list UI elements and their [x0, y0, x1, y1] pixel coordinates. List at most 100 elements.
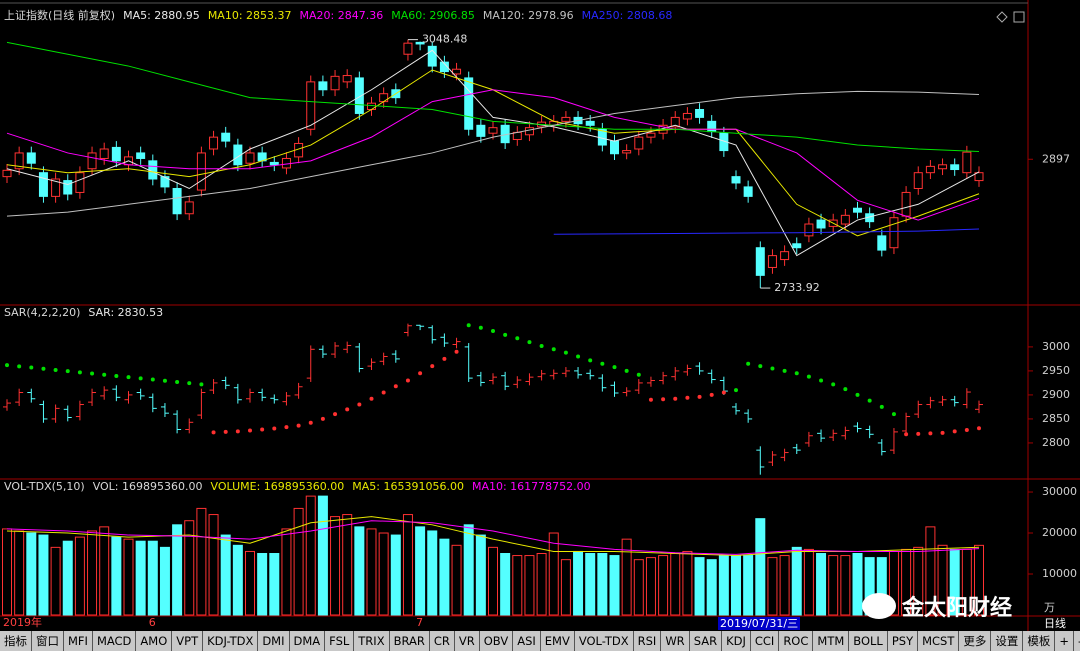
candle-body — [695, 109, 705, 118]
toolbar-button[interactable]: - — [1074, 631, 1080, 651]
volume-bar — [488, 546, 498, 616]
volume-bar — [500, 553, 511, 616]
candle-body — [379, 93, 389, 103]
sar-dot — [138, 376, 143, 381]
volume-bar — [38, 534, 49, 616]
indicator-tab[interactable]: FSL — [325, 631, 355, 651]
icon-diamond[interactable] — [996, 11, 1008, 23]
indicator-tab[interactable]: KDJ-TDX — [203, 631, 259, 651]
candle-body — [318, 81, 328, 91]
indicator-tab[interactable]: KDJ — [722, 631, 751, 651]
volume-bar — [14, 530, 25, 616]
sar-dot — [527, 340, 532, 345]
sar-dot — [648, 397, 653, 402]
sar-dot — [381, 390, 386, 395]
indicator-tab[interactable]: 指标 — [0, 631, 32, 651]
volume-bar — [232, 544, 243, 616]
indicator-tab[interactable]: TRIX — [354, 631, 390, 651]
ma-line — [553, 228, 980, 235]
indicator-tab[interactable]: VPT — [172, 631, 204, 651]
volume-bar — [767, 557, 778, 616]
volume-bar — [354, 526, 365, 616]
sar-dot — [478, 325, 483, 330]
period-label[interactable]: 日线 — [1044, 617, 1066, 630]
sar-dot — [90, 371, 95, 376]
indicator-tab[interactable]: ROC — [779, 631, 814, 651]
sar-dot — [734, 388, 738, 393]
volume-bar — [135, 540, 146, 616]
indicator-tab[interactable]: CR — [429, 631, 455, 651]
sar-dot — [685, 395, 690, 400]
indicator-tab[interactable]: BOLL — [849, 631, 888, 651]
volume-bar — [682, 550, 693, 616]
indicator-tab[interactable]: WR — [661, 631, 690, 651]
volume-bar — [803, 548, 814, 616]
indicator-tab[interactable]: DMI — [258, 631, 290, 651]
indicator-tab[interactable]: MFI — [64, 631, 93, 651]
sar-dot — [175, 379, 180, 384]
icon-box[interactable] — [1013, 11, 1025, 23]
sar-dot — [260, 427, 265, 432]
indicator-tab[interactable]: OBV — [479, 631, 514, 651]
y-tick-label: 3000 — [1042, 340, 1070, 353]
volume-bar — [208, 514, 219, 616]
sar-dot — [223, 429, 228, 434]
candle-body — [99, 148, 109, 159]
indicator-tab[interactable]: MACD — [92, 631, 137, 651]
sar-dot — [673, 396, 678, 401]
indicator-tab[interactable]: 设置 — [991, 631, 1024, 651]
volume-bar — [560, 559, 571, 616]
volume-bar — [305, 495, 316, 616]
indicator-tab[interactable]: ASI — [513, 631, 541, 651]
sar-dot — [806, 374, 811, 379]
sar-dot — [150, 377, 155, 382]
sar-dot — [454, 349, 459, 354]
volume-bar — [597, 553, 608, 616]
candle-body — [780, 251, 790, 261]
sar-dot — [5, 363, 9, 368]
volume-bar — [439, 538, 450, 616]
indicator-tab[interactable]: EMV — [540, 631, 575, 651]
ma-line — [6, 69, 980, 237]
y-tick-label: 2850 — [1042, 412, 1070, 425]
sar-dot — [126, 375, 131, 380]
legend-entry: 上证指数(日线 前复权) — [4, 8, 115, 22]
indicator-tab[interactable]: BRAR — [389, 631, 430, 651]
indicator-tab[interactable]: SAR — [689, 631, 723, 651]
toolbar-button[interactable]: + — [1055, 631, 1075, 651]
volume-bar — [512, 555, 523, 616]
volume-bar — [378, 532, 389, 616]
sar-dot — [77, 370, 82, 375]
indicator-tab[interactable]: RSI — [633, 631, 662, 651]
candle-body — [415, 41, 425, 45]
candle-body — [63, 180, 73, 195]
sar-dot — [503, 332, 508, 337]
indicator-tab[interactable]: VOL-TDX — [574, 631, 634, 651]
candle-body — [622, 150, 632, 154]
volume-bar — [937, 544, 948, 616]
indicator-tab[interactable]: PSY — [887, 631, 919, 651]
toolbar-button[interactable]: 模板 — [1023, 631, 1056, 651]
sar-dot — [576, 354, 581, 359]
indicator-tab[interactable]: 窗口 — [32, 631, 64, 651]
sar-dot — [333, 412, 338, 417]
legend-entry: MA5: 165391056.00 — [352, 480, 464, 493]
indicator-tab[interactable]: AMO — [136, 631, 173, 651]
volume-bar — [718, 555, 729, 616]
indicator-tab[interactable]: MCST — [918, 631, 960, 651]
sar-dot — [369, 396, 374, 401]
legend-entry: MA60: 2906.85 — [391, 9, 475, 22]
indicator-tab[interactable]: MTM — [813, 631, 850, 651]
sar-dot — [661, 397, 666, 402]
indicator-tab[interactable]: VR — [454, 631, 480, 651]
legend-entry: VOL: 169895360.00 — [93, 480, 203, 493]
candle-body — [403, 42, 413, 55]
sar-dot — [551, 347, 556, 352]
indicator-tab[interactable]: DMA — [289, 631, 326, 651]
candle-body — [330, 75, 340, 91]
sar-dot — [29, 365, 34, 370]
indicator-tab[interactable]: 更多 — [959, 631, 992, 651]
volume-bar — [779, 555, 790, 616]
sar-dot — [345, 407, 350, 412]
indicator-tab[interactable]: CCI — [750, 631, 780, 651]
